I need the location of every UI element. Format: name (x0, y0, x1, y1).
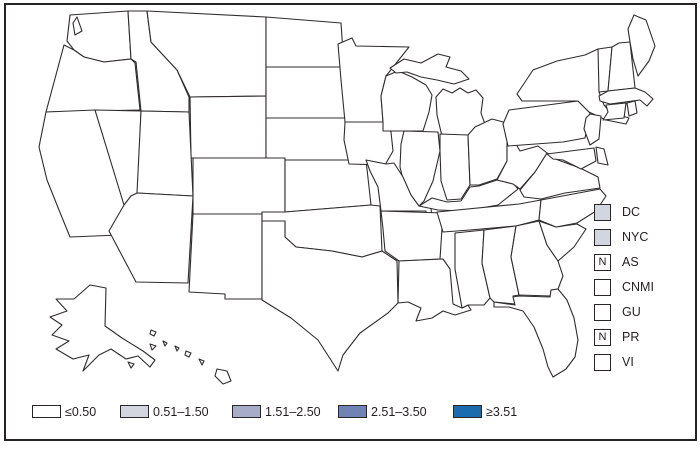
territory-swatch-nyc (594, 228, 611, 246)
territory-row-cnmi: CNMI (594, 278, 654, 296)
territory-label-cnmi: CNMI (622, 280, 654, 294)
legend-swatch-4 (338, 405, 367, 418)
state-ak (49, 284, 156, 372)
legend-swatch-2 (120, 405, 149, 418)
state-md (546, 147, 597, 170)
territory-label-vi: VI (622, 355, 634, 369)
territory-swatch-gu (594, 303, 611, 321)
legend-label-4: 2.51–3.50 (371, 404, 427, 419)
territory-label-pr: PR (622, 330, 640, 344)
territory-letter-pr: N (598, 330, 607, 343)
legend-label-3: 1.51–2.50 (265, 404, 321, 419)
legend-label-1: ≤0.50 (65, 404, 97, 419)
state-az (108, 192, 194, 284)
territory-label-dc: DC (622, 205, 641, 219)
legend-item-5: ≥3.51 (453, 404, 517, 419)
territory-swatch-vi (594, 353, 611, 371)
state-co (192, 157, 286, 215)
legend-swatch-5 (453, 405, 482, 418)
state-pa (502, 100, 591, 147)
state-ri (626, 100, 638, 117)
legend-swatch-3 (232, 405, 261, 418)
state-nm (188, 213, 263, 300)
hi-island-2 (162, 340, 168, 347)
state-ar (380, 210, 444, 262)
state-nj (583, 113, 602, 146)
state-ma (598, 87, 654, 107)
territory-label-gu: GU (622, 305, 641, 319)
ak-island-1 (127, 361, 135, 369)
state-wy (189, 95, 267, 159)
territory-swatch-dc (594, 203, 611, 221)
state-wi (380, 70, 433, 132)
territory-row-nyc: NYC (594, 228, 648, 246)
territory-swatch-as: N (594, 253, 611, 271)
legend-item-4: 2.51–3.50 (338, 404, 427, 419)
legend-swatch-1 (32, 405, 61, 418)
hi-island-1 (149, 329, 157, 337)
hi-island-6 (214, 368, 232, 385)
territory-row-gu: GU (594, 303, 641, 321)
state-wv (496, 138, 548, 190)
hi-island-3 (174, 345, 180, 352)
legend-label-2: 0.51–1.50 (153, 404, 209, 419)
puget-sound (72, 16, 83, 36)
state-ks (284, 159, 372, 213)
state-nd (265, 16, 345, 68)
hi-island-4 (184, 350, 192, 358)
ak-island-2 (149, 343, 157, 351)
state-in (439, 133, 471, 201)
state-me (627, 14, 656, 77)
state-ct (602, 102, 627, 121)
territory-row-pr: N PR (594, 328, 639, 346)
territory-label-as: AS (622, 255, 639, 269)
legend-label-5: ≥3.51 (486, 404, 518, 419)
state-fl (493, 288, 579, 378)
legend-item-3: 1.51–2.50 (232, 404, 321, 419)
state-de (595, 146, 609, 166)
territory-row-vi: VI (594, 353, 634, 371)
legend-item-1: ≤0.50 (32, 404, 96, 419)
territory-label-nyc: NYC (622, 230, 649, 244)
hi-island-5 (198, 358, 205, 366)
state-ut (136, 110, 194, 197)
state-nh (607, 41, 636, 92)
territory-swatch-pr: N (594, 328, 611, 346)
territory-row-as: N AS (594, 253, 639, 271)
state-sd (265, 66, 348, 119)
territory-letter-as: N (598, 255, 607, 268)
legend-item-2: 0.51–1.50 (120, 404, 209, 419)
territory-swatch-cnmi (594, 278, 611, 296)
state-mi-upper (389, 53, 470, 85)
figure-border (4, 3, 697, 441)
territory-row-dc: DC (594, 203, 640, 221)
state-la (397, 258, 472, 322)
state-nc (538, 188, 607, 228)
